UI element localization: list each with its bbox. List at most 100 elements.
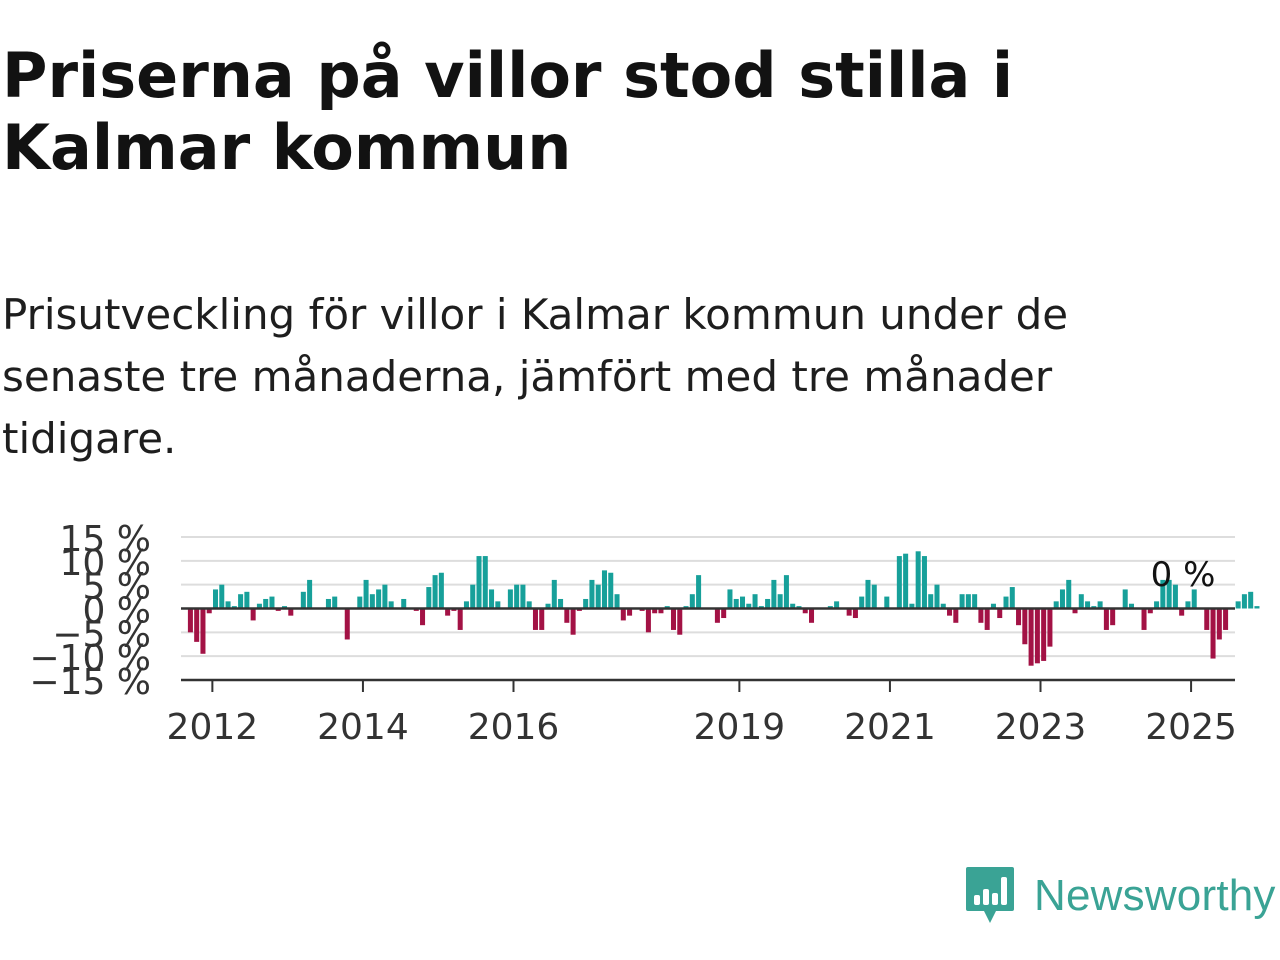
bar <box>934 584 940 609</box>
bar <box>263 598 269 609</box>
bar <box>1191 589 1197 609</box>
bar <box>1185 601 1191 609</box>
x-tick-label: 2012 <box>167 707 259 748</box>
bar <box>601 570 607 609</box>
y-tick-label: 10 % <box>60 543 151 584</box>
bar <box>771 579 777 609</box>
bar <box>978 608 984 623</box>
bar <box>1210 608 1216 659</box>
bar <box>940 603 946 609</box>
bar <box>357 596 363 609</box>
x-tick-label: 2014 <box>317 707 409 748</box>
bar <box>752 594 758 609</box>
bar <box>620 608 626 621</box>
bar <box>677 608 683 635</box>
bar <box>558 598 564 609</box>
bar <box>1241 594 1247 609</box>
bar <box>852 608 858 619</box>
bar <box>928 594 934 609</box>
bar <box>463 601 469 609</box>
bar <box>1160 579 1166 609</box>
y-axis-tick-labels: 15 %10 %5 %0 %−5 %−10 %−15 % <box>29 519 151 703</box>
y-tick-label: 15 % <box>60 519 151 560</box>
bars <box>187 551 1260 666</box>
x-tick-label: 2021 <box>844 707 936 748</box>
bar <box>426 587 432 609</box>
bar <box>401 598 407 609</box>
bar <box>846 608 852 616</box>
bar <box>388 601 394 609</box>
bar <box>1235 601 1241 609</box>
bar <box>777 594 783 609</box>
bar <box>457 608 463 630</box>
bar <box>1028 608 1034 666</box>
bar <box>482 556 488 609</box>
bar <box>238 594 244 609</box>
bar <box>965 594 971 609</box>
bar <box>1248 591 1254 609</box>
bar <box>526 601 532 609</box>
bar <box>187 608 193 633</box>
bar <box>714 608 720 623</box>
page-title: Priserna på villor stod stilla i Kalmar … <box>2 39 1014 184</box>
bar <box>200 608 206 654</box>
bar <box>219 584 225 609</box>
bar <box>570 608 576 635</box>
bar <box>206 608 212 614</box>
last-value-label: 0 % <box>1151 555 1216 595</box>
bar <box>589 579 595 609</box>
page-subtitle: Prisutveckling för villor i Kalmar kommu… <box>2 290 1069 463</box>
x-tick-label: 2019 <box>694 707 786 748</box>
bar <box>332 596 338 609</box>
bar <box>545 603 551 609</box>
bar <box>865 579 871 609</box>
bar <box>727 589 733 609</box>
bar <box>1059 589 1065 609</box>
bar <box>445 608 451 616</box>
bar <box>1078 594 1084 609</box>
brand-logo: Newsworthy <box>964 864 1276 928</box>
bar <box>834 601 840 609</box>
bar <box>802 608 808 614</box>
bar <box>765 598 771 609</box>
bar <box>476 556 482 609</box>
y-tick-label: −15 % <box>29 662 151 703</box>
bar <box>809 608 815 623</box>
x-tick-label: 2025 <box>1145 707 1237 748</box>
bar <box>1166 579 1172 609</box>
bar <box>652 608 658 614</box>
bar <box>288 608 294 616</box>
bar <box>1041 608 1047 661</box>
bar <box>583 598 589 609</box>
bar <box>1085 601 1091 609</box>
bar <box>325 598 331 609</box>
bar <box>376 589 382 609</box>
bar <box>884 596 890 609</box>
bar <box>507 589 513 609</box>
bar <box>244 591 250 609</box>
bar <box>984 608 990 630</box>
price-change-bar-chart: 15 %10 %5 %0 %−5 %−10 %−15 % 2012 2014 201… <box>29 519 1260 748</box>
bar <box>256 603 262 609</box>
bar <box>859 596 865 609</box>
bar <box>972 594 978 609</box>
bar <box>903 553 909 609</box>
bar <box>959 594 965 609</box>
bar <box>213 589 219 609</box>
bar <box>1097 601 1103 609</box>
bar <box>194 608 200 642</box>
bar <box>1204 608 1210 630</box>
bar <box>645 608 651 633</box>
y-tick-label: −10 % <box>29 638 151 679</box>
bar <box>614 594 620 609</box>
bar <box>1034 608 1040 664</box>
bar <box>1066 579 1072 609</box>
bar <box>363 579 369 609</box>
y-tick-label: −5 % <box>52 614 151 655</box>
brand-name: Newsworthy <box>1034 871 1276 920</box>
y-tick-label: 0 % <box>82 591 151 632</box>
x-tick-label: 2023 <box>995 707 1087 748</box>
bar <box>1016 608 1022 626</box>
bar <box>1009 587 1015 609</box>
bar <box>1216 608 1222 640</box>
